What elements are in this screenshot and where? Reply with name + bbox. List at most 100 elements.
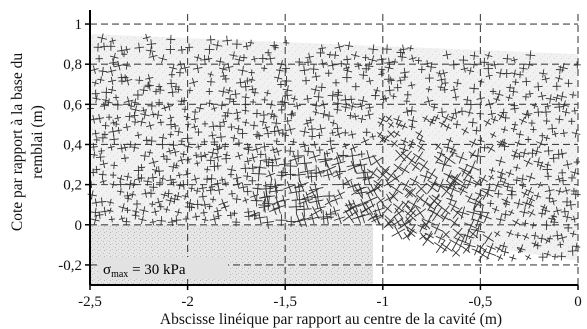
deformation-mark xyxy=(193,187,201,195)
deformation-mark xyxy=(140,151,150,161)
deformation-mark xyxy=(349,199,362,213)
deformation-mark xyxy=(116,175,125,183)
mark-arm-v xyxy=(556,230,559,241)
mark-arm-v xyxy=(467,193,473,203)
deformation-mark xyxy=(564,223,573,232)
deformation-mark xyxy=(445,181,461,197)
deformation-mark xyxy=(505,94,513,102)
deformation-mark xyxy=(164,189,173,198)
mark-arm-v xyxy=(109,66,114,77)
deformation-mark xyxy=(344,148,360,164)
mark-arm-v xyxy=(480,204,484,220)
deformation-mark xyxy=(442,50,452,60)
mark-arm-v xyxy=(244,81,247,92)
mark-arm-v xyxy=(360,198,366,210)
mark-arm-v xyxy=(408,155,416,166)
deformation-mark xyxy=(298,194,314,209)
mark-arm-v xyxy=(526,254,531,261)
deformation-mark xyxy=(469,51,479,61)
deformation-mark xyxy=(183,113,191,121)
mark-arm-v xyxy=(143,151,146,161)
mark-arm-v xyxy=(433,103,436,111)
deformation-mark xyxy=(521,77,531,86)
mark-arm-v xyxy=(485,118,490,127)
mark-arm-v xyxy=(337,212,342,225)
mark-arm-v xyxy=(321,44,324,53)
mark-arm-v xyxy=(379,135,386,143)
mark-arm-v xyxy=(93,215,97,225)
deformation-mark xyxy=(440,212,450,223)
deformation-mark xyxy=(240,163,251,174)
deformation-mark xyxy=(148,173,158,182)
mark-arm-v xyxy=(324,154,328,168)
mark-arm-v xyxy=(266,89,269,97)
mark-arm-v xyxy=(441,185,453,198)
mark-arm-v xyxy=(507,94,511,102)
deformation-mark xyxy=(441,79,449,87)
deformation-mark xyxy=(273,147,282,156)
deformation-mark xyxy=(182,215,190,223)
deformation-mark xyxy=(545,94,556,104)
mark-arm-v xyxy=(253,209,257,218)
mark-arm-v xyxy=(193,174,198,184)
mark-arm-v xyxy=(564,207,566,216)
deformation-mark xyxy=(404,188,414,198)
x-tick-label: -2,5 xyxy=(78,294,102,310)
mark-arm-v xyxy=(251,85,254,94)
mark-arm-v xyxy=(109,207,112,214)
deformation-mark xyxy=(192,63,203,74)
mark-arm-v xyxy=(224,142,226,151)
mark-arm-v xyxy=(473,51,476,61)
mark-arm-v xyxy=(452,248,460,257)
mark-arm-v xyxy=(332,119,335,127)
mark-arm-v xyxy=(286,181,292,194)
deformation-mark xyxy=(96,152,105,162)
mark-arm-v xyxy=(488,72,491,80)
deformation-mark xyxy=(215,121,225,132)
deformation-mark xyxy=(534,242,542,250)
mark-arm-v xyxy=(402,179,410,191)
mark-arm-v xyxy=(535,146,539,157)
mark-arm-v xyxy=(210,183,213,191)
deformation-mark xyxy=(265,170,276,180)
deformation-mark xyxy=(477,137,485,145)
mark-arm-v xyxy=(129,140,132,149)
deformation-mark xyxy=(333,123,343,133)
mark-arm-v xyxy=(474,178,481,188)
mark-arm-v xyxy=(282,194,286,207)
deformation-mark xyxy=(196,104,204,113)
deformation-mark xyxy=(294,178,309,193)
deformation-mark xyxy=(440,205,451,216)
mark-arm-v xyxy=(302,194,309,209)
deformation-mark xyxy=(326,137,335,146)
mark-arm-v xyxy=(171,217,174,227)
mark-arm-v xyxy=(367,186,374,197)
deformation-mark xyxy=(505,169,514,178)
deformation-mark xyxy=(471,246,481,256)
mark-arm-v xyxy=(522,207,526,218)
mark-arm-v xyxy=(140,215,144,224)
mark-arm-v xyxy=(506,54,509,64)
deformation-mark xyxy=(243,172,252,181)
deformation-mark xyxy=(216,132,226,142)
deformation-mark xyxy=(523,109,533,119)
mark-arm-v xyxy=(112,180,115,189)
mark-arm-v xyxy=(292,138,295,146)
deformation-mark xyxy=(457,107,467,116)
y-tick-label: 0,6 xyxy=(63,97,82,113)
mark-arm-v xyxy=(99,152,102,162)
mark-arm-v xyxy=(351,102,354,111)
deformation-mark xyxy=(311,140,319,149)
deformation-mark xyxy=(160,191,169,199)
deformation-mark xyxy=(445,179,457,191)
mark-arm-v xyxy=(272,204,277,216)
mark-arm-v xyxy=(513,218,519,227)
mark-arm-v xyxy=(275,118,278,128)
mark-arm-v xyxy=(107,98,110,107)
deformation-mark xyxy=(277,81,285,88)
deformation-mark xyxy=(114,114,122,122)
deformation-mark xyxy=(240,54,248,61)
deformation-mark xyxy=(303,146,313,157)
deformation-mark xyxy=(557,233,568,243)
deformation-mark xyxy=(200,209,208,217)
